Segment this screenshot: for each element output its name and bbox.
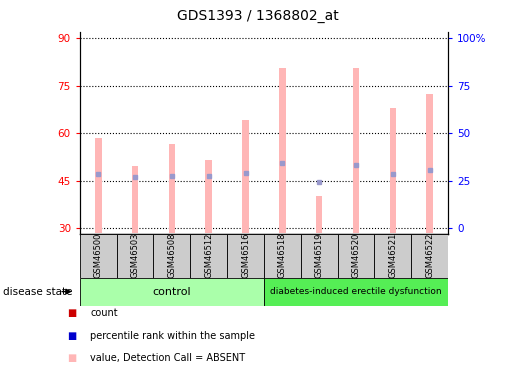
Bar [227, 234, 264, 278]
Bar [153, 234, 191, 278]
Text: GSM46519: GSM46519 [315, 232, 323, 278]
Bar [116, 234, 153, 278]
Bar [80, 234, 117, 278]
Text: GSM46522: GSM46522 [425, 232, 434, 278]
Text: control: control [152, 286, 191, 297]
Bar [80, 278, 264, 306]
Bar [316, 196, 322, 233]
Bar [205, 160, 212, 233]
Text: value, Detection Call = ABSENT: value, Detection Call = ABSENT [90, 353, 245, 363]
Text: GSM46520: GSM46520 [352, 232, 360, 278]
Bar [426, 94, 433, 233]
Text: percentile rank within the sample: percentile rank within the sample [90, 331, 255, 340]
Text: GSM46508: GSM46508 [167, 232, 176, 278]
Bar [374, 234, 411, 278]
Text: GSM46521: GSM46521 [388, 232, 397, 278]
Bar [242, 120, 249, 233]
Text: count: count [90, 308, 118, 318]
Text: GSM46503: GSM46503 [131, 232, 140, 278]
Text: disease state: disease state [3, 286, 72, 297]
Text: ■: ■ [67, 331, 76, 340]
Bar [338, 234, 374, 278]
Bar [301, 234, 338, 278]
Text: GSM46512: GSM46512 [204, 232, 213, 278]
Text: GDS1393 / 1368802_at: GDS1393 / 1368802_at [177, 9, 338, 23]
Bar [279, 68, 286, 233]
Bar [132, 166, 139, 233]
Text: GSM46516: GSM46516 [241, 232, 250, 278]
Text: GSM46518: GSM46518 [278, 232, 287, 278]
Bar [264, 234, 301, 278]
Bar [191, 234, 227, 278]
Text: diabetes-induced erectile dysfunction: diabetes-induced erectile dysfunction [270, 287, 442, 296]
Bar [264, 278, 448, 306]
Text: ■: ■ [67, 308, 76, 318]
Text: GSM46500: GSM46500 [94, 232, 102, 278]
Bar [353, 68, 359, 233]
Text: ■: ■ [67, 353, 76, 363]
Bar [411, 234, 448, 278]
Bar [95, 138, 101, 233]
Bar [389, 108, 396, 233]
Bar [168, 144, 175, 233]
